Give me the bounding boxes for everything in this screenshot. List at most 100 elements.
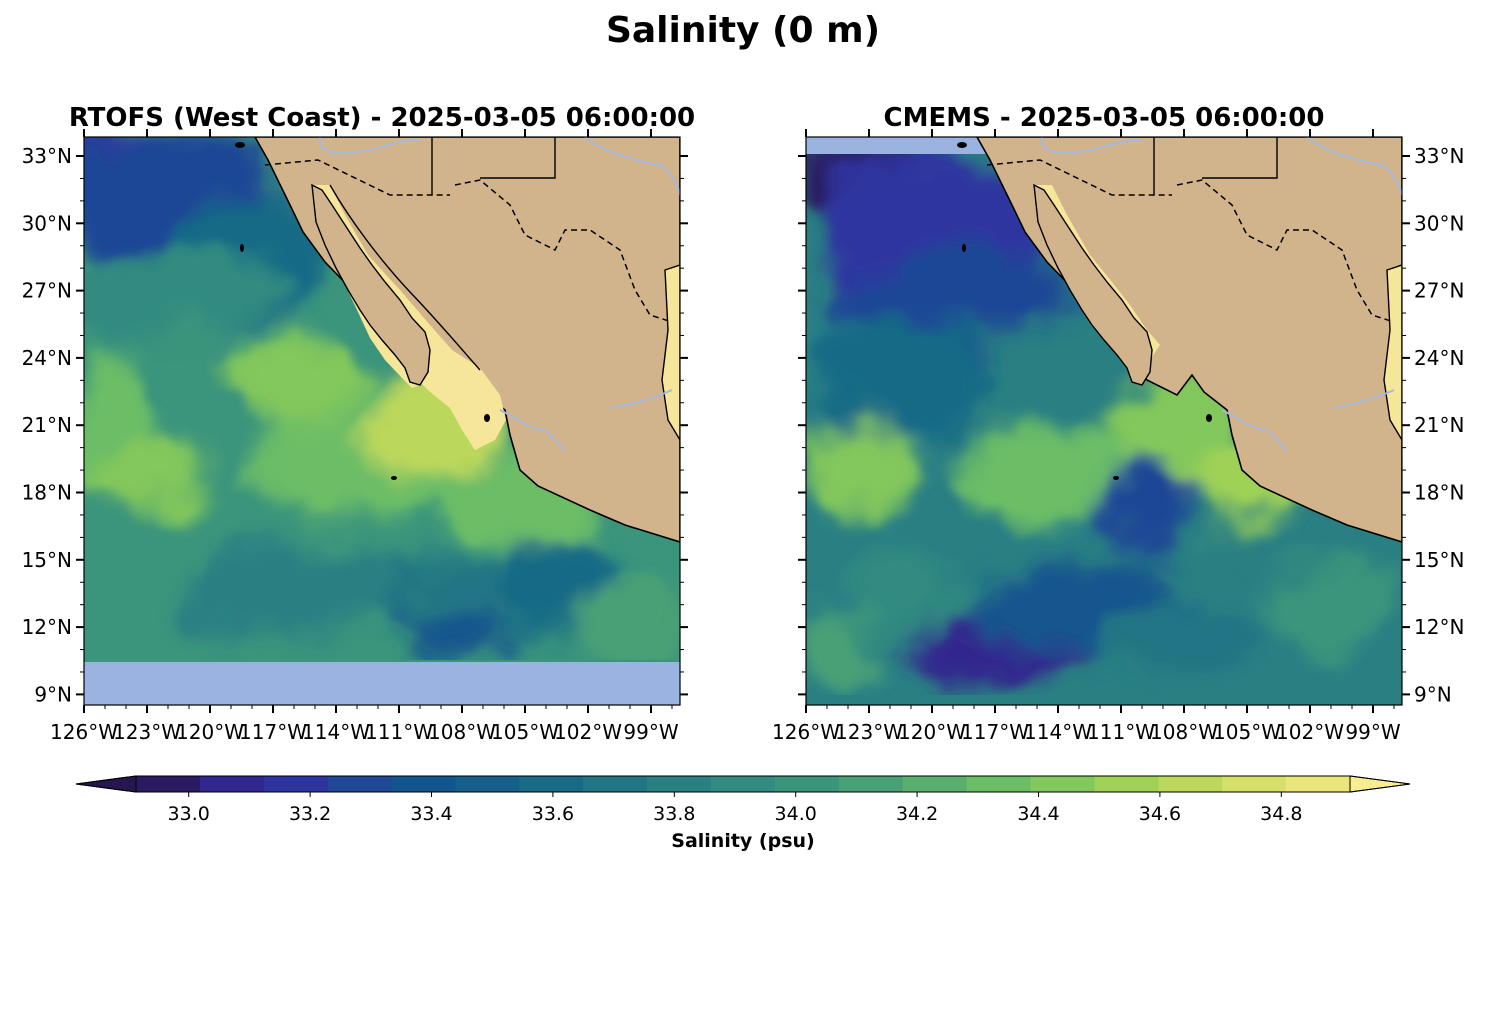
river-rtofs	[609, 389, 673, 409]
island-rtofs	[235, 142, 245, 148]
colorbar-segment	[1286, 776, 1351, 792]
island-rtofs	[484, 414, 490, 422]
map-frame-rtofs	[83, 136, 681, 706]
lon-tick-label: 105°W	[491, 720, 559, 744]
colorbar-segment	[263, 776, 329, 792]
colorbar-segment	[1030, 776, 1095, 792]
lon-tick-label: 108°W	[1150, 720, 1218, 744]
panel-cmems: CMEMS - 2025-03-05 06:00:00	[772, 103, 1464, 744]
colorbar-label: Salinity (psu)	[671, 830, 814, 852]
border-rtofs	[264, 159, 450, 196]
colorbar-tick-label: 34.6	[1139, 803, 1181, 825]
lon-tick-label: 126°W	[772, 720, 840, 744]
axis-ticks-cmems: 126°W123°W120°W117°W114°W111°W108°W105°W…	[772, 129, 1464, 744]
lon-tick-label: 117°W	[239, 720, 307, 744]
island-rtofs	[391, 476, 397, 480]
lon-tick-label: 105°W	[1213, 720, 1281, 744]
colorbar-segment	[519, 776, 584, 792]
colorbar-segment	[711, 776, 776, 792]
axis-ticks-rtofs: 126°W123°W120°W117°W114°W111°W108°W105°W…	[22, 129, 688, 744]
colorbar-segment	[327, 776, 393, 792]
colorbar-segment	[455, 776, 520, 792]
colorbar-tick-label: 34.0	[775, 803, 817, 825]
lat-tick-label: 18°N	[22, 481, 72, 505]
lat-tick-label: 24°N	[22, 346, 72, 370]
lon-tick-label: 99°W	[1345, 720, 1400, 744]
lat-tick-label: 9°N	[34, 682, 72, 706]
lon-tick-label: 120°W	[176, 720, 244, 744]
lat-tick-label: 9°N	[1414, 682, 1452, 706]
panel-rtofs: RTOFS (West Coast) - 2025-03-05 06:00:00	[22, 103, 696, 744]
lat-tick-label: 12°N	[1414, 615, 1464, 639]
river-cmems	[1306, 137, 1402, 196]
no-data-band-cmems	[806, 137, 986, 154]
panel-title-cmems: CMEMS - 2025-03-05 06:00:00	[884, 103, 1325, 133]
colorbar-segment	[1158, 776, 1223, 792]
map-frame-cmems	[805, 136, 1403, 706]
panel-title-rtofs: RTOFS (West Coast) - 2025-03-05 06:00:00	[69, 103, 695, 133]
gulf-shore-rtofs	[329, 184, 481, 371]
lon-tick-label: 99°W	[623, 720, 678, 744]
river-rtofs	[584, 137, 680, 196]
colorbar-tick-label: 34.4	[1017, 803, 1059, 825]
lat-tick-label: 24°N	[1414, 346, 1464, 370]
lat-tick-label: 12°N	[22, 615, 72, 639]
colorbar-segment	[199, 776, 265, 792]
no-data-band-rtofs	[84, 662, 680, 705]
colorbar-segment	[1222, 776, 1287, 792]
lat-tick-label: 33°N	[1414, 144, 1464, 168]
lon-tick-label: 111°W	[365, 720, 433, 744]
mainland-east-rtofs	[661, 264, 680, 442]
colorbar-tick-label: 34.8	[1260, 803, 1302, 825]
lat-tick-label: 18°N	[1414, 481, 1464, 505]
lon-tick-label: 114°W	[302, 720, 370, 744]
colorbar-segment	[391, 776, 456, 792]
island-cmems	[962, 244, 966, 252]
lon-tick-label: 114°W	[1024, 720, 1092, 744]
island-cmems	[1206, 414, 1212, 422]
lat-tick-label: 27°N	[22, 279, 72, 303]
figure-title: Salinity (0 m)	[606, 10, 880, 51]
lon-tick-label: 111°W	[1087, 720, 1155, 744]
border-rtofs	[454, 179, 673, 323]
mainland-east-cmems	[1383, 264, 1402, 442]
river-cmems	[1331, 389, 1395, 409]
colorbar-segment	[902, 776, 968, 792]
lat-tick-label: 30°N	[22, 211, 72, 235]
lat-tick-label: 21°N	[22, 413, 72, 437]
lon-tick-label: 117°W	[961, 720, 1029, 744]
island-cmems	[957, 142, 967, 148]
colorbar-segment	[1094, 776, 1159, 792]
colorbar-tick-label: 33.0	[168, 803, 210, 825]
baja-peninsula-cmems	[1033, 183, 1153, 386]
lat-tick-label: 30°N	[1414, 211, 1464, 235]
border-cmems	[986, 159, 1172, 196]
colorbar-extend-min	[75, 775, 137, 793]
river-cmems	[1221, 409, 1288, 451]
colorbar-tick-label: 33.6	[532, 803, 574, 825]
lon-tick-label: 123°W	[113, 720, 181, 744]
colorbar-extend-max	[1349, 775, 1411, 793]
colorbar-segment	[647, 776, 712, 792]
colorbar-outline	[75, 775, 1411, 793]
colorbar: 33.0 33.2 33.4 33.6 33.8 34.0 34.2 34.4 34.6 34.8	[75, 775, 1411, 825]
baja-peninsula-rtofs	[311, 183, 431, 386]
lon-tick-label: 102°W	[1276, 720, 1344, 744]
colorbar-tick-label: 33.8	[653, 803, 695, 825]
colorbar-segment	[583, 776, 648, 792]
island-cmems	[1113, 476, 1119, 480]
river-rtofs	[499, 409, 566, 451]
lon-tick-label: 120°W	[898, 720, 966, 744]
colorbar-tick-label: 33.2	[289, 803, 331, 825]
river-cmems	[1040, 137, 1143, 155]
salinity-field-cmems	[806, 137, 1402, 705]
lat-tick-label: 15°N	[1414, 548, 1464, 572]
colorbar-segment	[838, 776, 904, 792]
colorbar-segment	[136, 776, 201, 792]
lon-tick-label: 123°W	[835, 720, 903, 744]
island-rtofs	[240, 244, 244, 252]
lon-tick-label: 108°W	[428, 720, 496, 744]
colorbar-tick-label: 33.4	[410, 803, 452, 825]
colorbar-segment	[774, 776, 840, 792]
